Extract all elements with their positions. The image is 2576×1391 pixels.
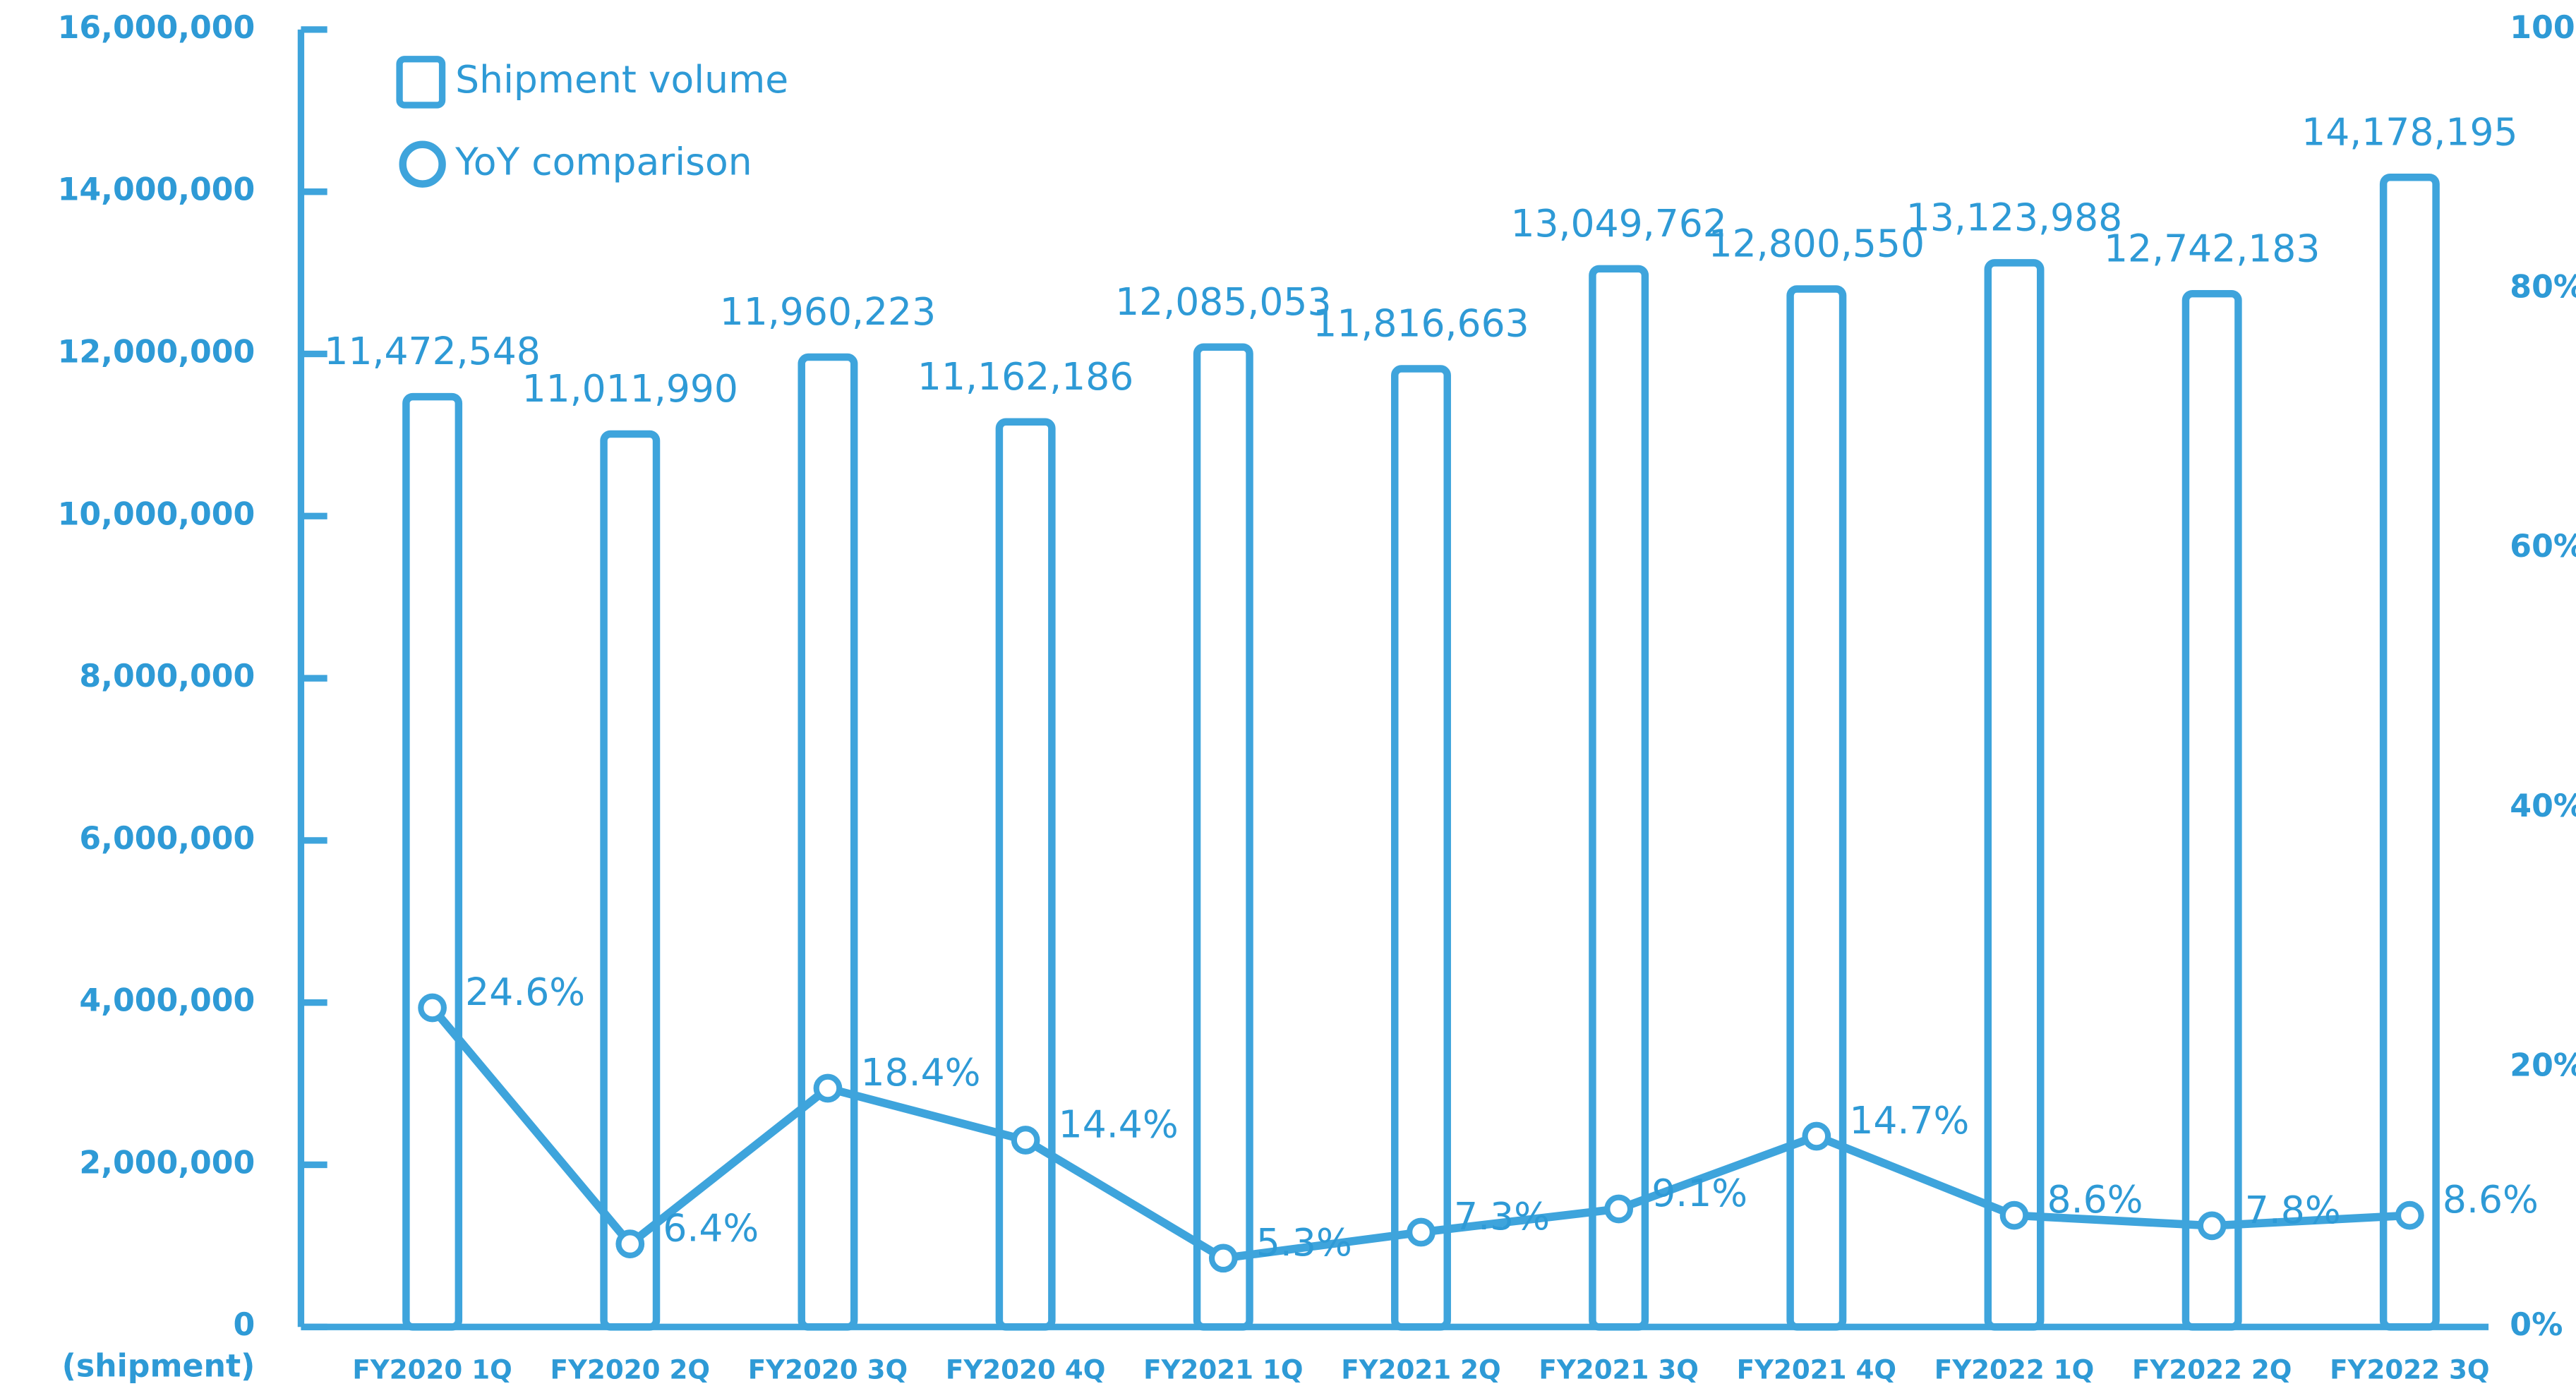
bar	[600, 430, 661, 1331]
line-point	[1999, 1200, 2029, 1230]
legend-swatch	[399, 140, 446, 188]
point-value-label: 9.1%	[1651, 1171, 1747, 1215]
x-tick-label: FY2021 4Q	[1737, 1354, 1896, 1385]
bar-value-label: 12,742,183	[2104, 226, 2320, 270]
bar	[1984, 259, 2045, 1331]
line-point	[2197, 1211, 2227, 1241]
point-value-label: 14.4%	[1059, 1102, 1179, 1147]
x-tick-label: FY2022 3Q	[2330, 1354, 2489, 1385]
point-value-label: 8.6%	[2443, 1177, 2539, 1222]
y-tick-label: 6,000,000	[79, 821, 255, 857]
y2-tick-label: 0%	[2510, 1307, 2563, 1343]
y2-tick-label: 80%	[2510, 270, 2576, 306]
bar-value-label: 12,085,053	[1115, 279, 1331, 324]
bar	[2379, 173, 2440, 1331]
line-point	[1604, 1194, 1634, 1224]
bar-value-label: 13,049,762	[1510, 201, 1726, 246]
bar-value-label: 12,800,550	[1709, 222, 1925, 266]
x-tick-label: FY2020 3Q	[748, 1354, 908, 1385]
x-tick-label: FY2021 2Q	[1341, 1354, 1500, 1385]
line-point	[2395, 1200, 2424, 1230]
y-unit-label: (shipment)	[62, 1348, 255, 1384]
y-tick-label: 16,000,000	[58, 10, 255, 46]
bar	[798, 353, 858, 1331]
line-point	[1802, 1121, 1831, 1151]
point-value-label: 6.4%	[663, 1206, 759, 1251]
bar	[402, 392, 463, 1331]
bar	[995, 418, 1056, 1331]
y-tick-label: 10,000,000	[58, 496, 255, 532]
bar-value-label: 11,960,223	[720, 289, 936, 334]
point-value-label: 14.7%	[1849, 1098, 1969, 1143]
point-value-label: 7.8%	[2245, 1188, 2341, 1232]
x-tick-label: FY2022 2Q	[2132, 1354, 2292, 1385]
point-value-label: 18.4%	[861, 1050, 981, 1095]
line-point	[1407, 1217, 1436, 1247]
point-value-label: 24.6%	[465, 970, 585, 1014]
legend-label: Shipment volume	[455, 57, 788, 102]
y-tick-label: 4,000,000	[79, 983, 255, 1019]
y-tick-label: 14,000,000	[58, 172, 255, 208]
y2-tick-label: 40%	[2510, 788, 2576, 824]
bar-value-label: 11,472,548	[324, 329, 540, 373]
bar	[2181, 289, 2242, 1331]
x-tick-label: FY2020 1Q	[352, 1354, 512, 1385]
y2-tick-label: 100%	[2510, 10, 2576, 46]
y2-tick-label: 60%	[2510, 529, 2576, 565]
line-point	[615, 1229, 645, 1258]
point-value-label: 7.3%	[1454, 1194, 1550, 1239]
x-tick-label: FY2021 1Q	[1143, 1354, 1303, 1385]
x-tick-label: FY2021 3Q	[1539, 1354, 1698, 1385]
x-tick-label: FY2020 2Q	[550, 1354, 710, 1385]
bar	[1589, 265, 1649, 1331]
y-tick-label: 12,000,000	[58, 334, 255, 370]
bar	[1786, 285, 1847, 1331]
y2-tick-label: 20%	[2510, 1048, 2576, 1084]
legend-label: YoY comparison	[455, 139, 752, 183]
bar-value-label: 13,123,988	[1906, 195, 2122, 239]
y-tick-label: 8,000,000	[79, 658, 255, 694]
legend-swatch	[396, 56, 446, 109]
bar	[1391, 365, 1451, 1331]
line-point	[418, 993, 447, 1023]
point-value-label: 5.3%	[1256, 1220, 1352, 1265]
line-point	[1208, 1244, 1238, 1273]
bar-value-label: 14,178,195	[2301, 109, 2517, 154]
bar-value-label: 11,162,186	[917, 354, 1133, 399]
line-point	[813, 1073, 843, 1103]
point-value-label: 8.6%	[2047, 1177, 2143, 1222]
x-tick-label: FY2022 1Q	[1934, 1354, 2094, 1385]
bar-value-label: 11,816,663	[1313, 301, 1529, 346]
y-tick-label: 0	[234, 1307, 255, 1343]
y-tick-label: 2,000,000	[79, 1145, 255, 1181]
x-tick-label: FY2020 4Q	[946, 1354, 1105, 1385]
bar	[1193, 343, 1253, 1331]
bar-value-label: 11,011,990	[522, 366, 738, 411]
line-point	[1011, 1126, 1040, 1155]
